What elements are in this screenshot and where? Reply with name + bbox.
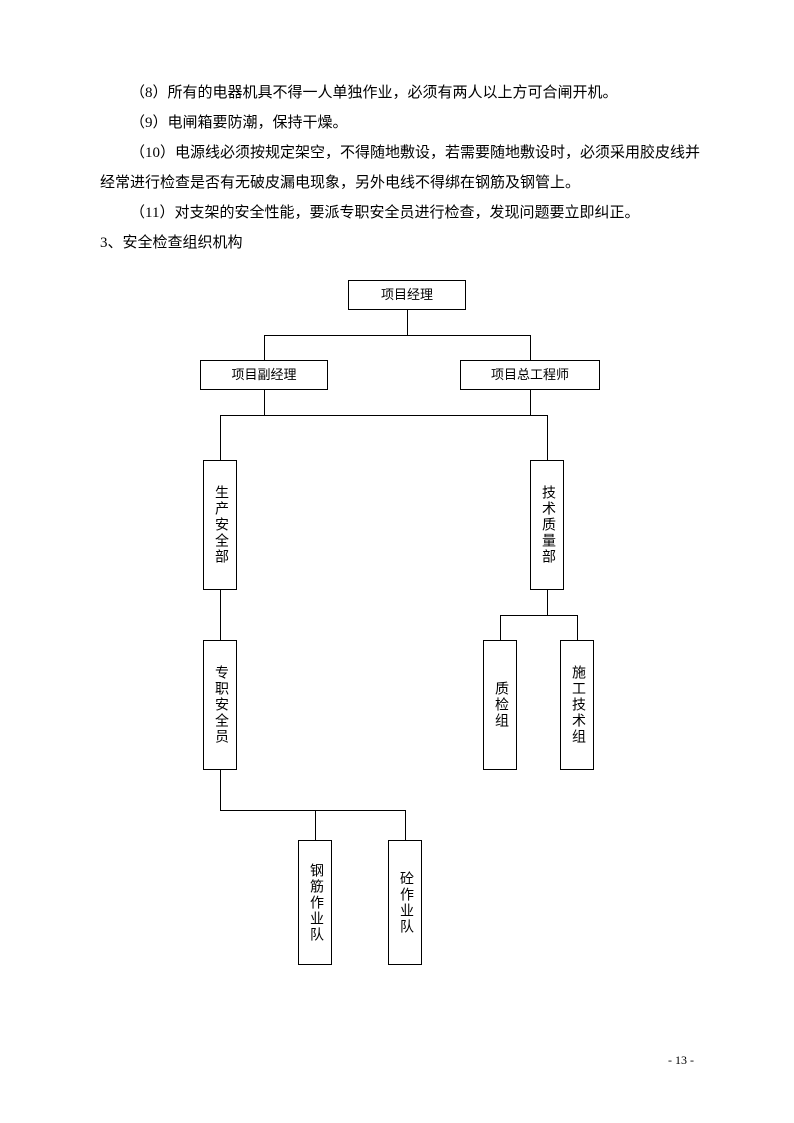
text-block: （8）所有的电器机具不得一人单独作业，必须有两人以上方可合闸开机。 （9）电闸箱… [100, 78, 700, 258]
connector [407, 310, 408, 335]
node-leaf3: 施工技术组 [560, 640, 594, 770]
paragraph-10: （10）电源线必须按规定架空，不得随地敷设，若需要随地敷设时，必须采用胶皮线并经… [100, 138, 700, 198]
connector [530, 390, 531, 415]
connector [220, 415, 547, 416]
connector [264, 390, 265, 415]
node-team2: 砼作业队 [388, 840, 422, 965]
section-heading: 3、安全检查组织机构 [100, 228, 700, 258]
node-leaf1: 专职安全员 [203, 640, 237, 770]
page-number: - 13 - [668, 1053, 694, 1068]
paragraph-9: （9）电闸箱要防潮，保持干燥。 [100, 108, 700, 138]
connector [547, 590, 548, 615]
paragraph-8: （8）所有的电器机具不得一人单独作业，必须有两人以上方可合闸开机。 [100, 78, 700, 108]
connector [530, 335, 531, 360]
connector [577, 615, 578, 640]
node-root: 项目经理 [348, 280, 466, 310]
node-team1: 钢筋作业队 [298, 840, 332, 965]
connector [547, 415, 548, 460]
org-chart: 项目经理 项目副经理 项目总工程师 生产安全部 技术质量部 专职安全员 质检组 … [150, 280, 670, 960]
connector [220, 810, 405, 811]
connector [220, 415, 221, 460]
paragraph-11: （11）对支架的安全性能，要派专职安全员进行检查，发现问题要立即纠正。 [100, 198, 700, 228]
connector [220, 770, 221, 810]
connector [220, 590, 221, 640]
node-sub1: 项目副经理 [200, 360, 328, 390]
node-leaf2: 质检组 [483, 640, 517, 770]
connector [264, 335, 530, 336]
node-sub2: 项目总工程师 [460, 360, 600, 390]
connector [264, 335, 265, 360]
node-dept1: 生产安全部 [203, 460, 237, 590]
node-dept2: 技术质量部 [530, 460, 564, 590]
connector [315, 810, 316, 840]
connector [405, 810, 406, 840]
connector [500, 615, 501, 640]
connector [500, 615, 577, 616]
